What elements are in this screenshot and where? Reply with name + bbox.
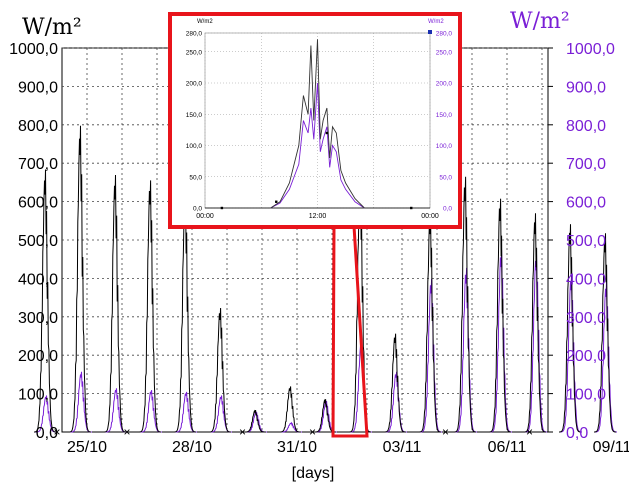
left-y-tick-label: 200,0	[18, 348, 58, 365]
right-y-tick-label: 600,0	[566, 195, 606, 212]
baseline-marker: ×	[53, 425, 60, 439]
left-y-tick-label: 1000,0	[9, 41, 58, 58]
right-y-tick-label: 0,0	[566, 425, 588, 442]
inset-corner-marker	[428, 30, 432, 34]
inset-left-tick-label: 280,0	[186, 31, 203, 38]
right-y-tick-label: 1000,0	[566, 41, 615, 58]
left-y-tick-label: 100,0	[18, 387, 58, 404]
inset-right-tick-label: 0,0	[443, 206, 452, 213]
right-y-tick-label: 800,0	[566, 118, 606, 135]
baseline-marker: ×	[309, 425, 316, 439]
inset-data-marker	[325, 131, 329, 135]
x-tick-label: 31/10	[277, 439, 317, 456]
inset-x-tick-label: 00:00	[421, 213, 439, 220]
inset-left-tick-label: 150,0	[186, 112, 203, 119]
left-y-tick-label: 900,0	[18, 79, 58, 96]
baseline-marker: ×	[442, 425, 449, 439]
x-axis-label: [days]	[292, 465, 335, 482]
baseline-marker: ×	[239, 425, 246, 439]
inset-right-tick-label: 100,0	[436, 143, 453, 150]
left-unit-label: W/m²	[22, 15, 82, 40]
inset-data-marker	[275, 200, 278, 203]
x-tick-label: 28/10	[172, 439, 212, 456]
inset-purple-series-line	[270, 82, 365, 209]
right-y-tick-label: 300,0	[566, 310, 606, 327]
inset-zoom-chart: 0,0 0,0 50,0 50,0 100,0 100,0 150,0 150,0 200,0 2…	[168, 12, 462, 229]
right-y-tick-label: 100,0	[566, 387, 606, 404]
inset-left-tick-label: 0,0	[193, 206, 202, 213]
left-y-tick-label: 300,0	[18, 310, 58, 327]
left-y-tick-label: 600,0	[18, 195, 58, 212]
inset-left-tick-label: 200,0	[186, 81, 203, 88]
x-tick-label: 09/11	[593, 439, 629, 456]
baseline-marker: ×	[526, 425, 533, 439]
right-y-tick-label: 200,0	[566, 348, 606, 365]
left-y-tick-label: 800,0	[18, 118, 58, 135]
inset-right-tick-label: 150,0	[436, 112, 453, 119]
left-y-tick-label: 0,0	[36, 425, 58, 442]
inset-left-unit: W/m2	[197, 19, 213, 25]
inset-right-tick-label: 280,0	[436, 31, 453, 38]
inset-left-tick-label: 250,0	[186, 49, 203, 56]
inset-x-tick-label: 12:00	[309, 213, 327, 220]
inset-x-tick-label: 00:00	[196, 213, 214, 220]
main-grid	[61, 47, 549, 433]
inset-right-tick-label: 50,0	[439, 174, 452, 181]
left-y-tick-label: 700,0	[18, 156, 58, 173]
inset-right-tick-label: 250,0	[436, 49, 453, 56]
inset-right-tick-label: 200,0	[436, 81, 453, 88]
inset-right-unit: W/m2	[428, 19, 444, 25]
right-unit-label: W/m²	[510, 9, 570, 34]
main-axes: 0,0 0,0 100,0 100,0 200,0 200,0 300,0 300,0 400,…	[9, 41, 629, 456]
inset-data-marker	[410, 206, 413, 210]
right-y-tick-label: 900,0	[566, 79, 606, 96]
left-y-tick-label: 400,0	[18, 271, 58, 288]
inset-data-marker	[220, 206, 224, 210]
inset-left-tick-label: 50,0	[189, 174, 202, 181]
right-y-tick-label: 400,0	[566, 271, 606, 288]
x-tick-label: 03/11	[383, 439, 422, 456]
x-tick-label: 25/10	[67, 439, 107, 456]
right-y-tick-label: 700,0	[566, 156, 606, 173]
right-y-tick-label: 500,0	[566, 233, 606, 250]
left-y-tick-label: 500,0	[18, 233, 58, 250]
x-tick-label: 06/11	[488, 439, 527, 456]
baseline-marker: ×	[123, 425, 130, 439]
inset-black-series-line	[270, 39, 365, 209]
inset-left-tick-label: 100,0	[186, 143, 203, 150]
